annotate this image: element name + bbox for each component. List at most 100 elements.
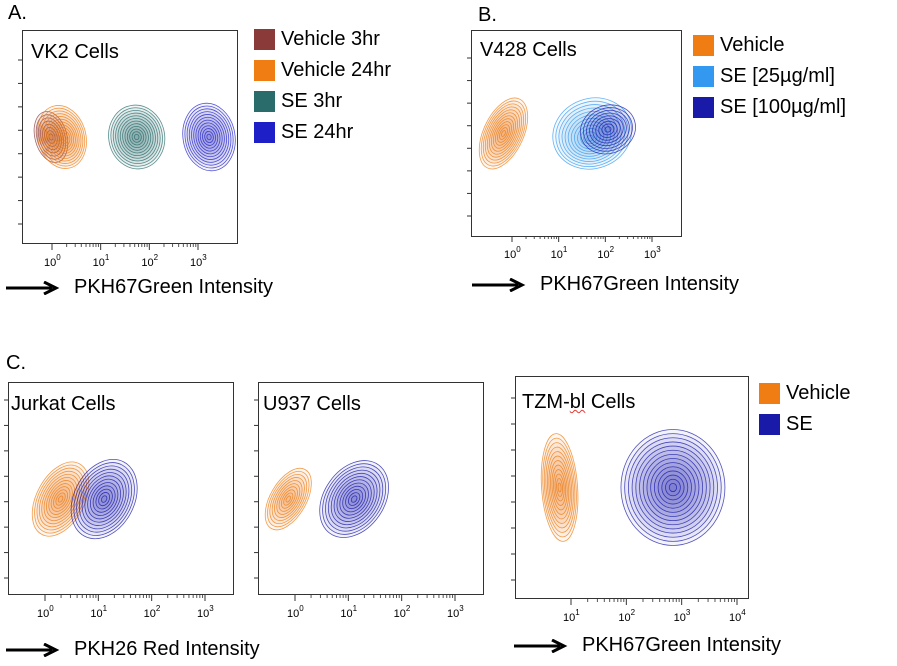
legend-label: Vehicle (720, 34, 785, 56)
panel-b-contours (478, 97, 636, 170)
contour-ring (264, 467, 312, 531)
contour-ring (36, 467, 85, 531)
contour-ring (661, 474, 685, 501)
panel-c-letter: C. (6, 352, 26, 374)
contour-series (108, 104, 166, 170)
contour-ring (199, 125, 219, 149)
contour-ring (112, 110, 161, 164)
contour-ring (52, 124, 74, 152)
legend-item: SE (759, 409, 851, 440)
legend-label: Vehicle (786, 382, 851, 404)
contour-ring (55, 492, 66, 506)
contour-ring (595, 118, 621, 141)
contour-ring (50, 121, 76, 154)
contour-ring (95, 488, 113, 510)
contour-ring (285, 495, 291, 503)
legend-label: SE (786, 413, 813, 435)
legend-label: SE [100µg/ml] (720, 96, 847, 118)
contour-ring (327, 469, 381, 529)
panel-c-xlabel-red: PKH26 Red Intensity (6, 638, 260, 661)
contour-ring (554, 473, 565, 502)
contour-ring (70, 458, 138, 540)
legend-swatch (254, 29, 275, 50)
contour-ring (567, 114, 615, 157)
contour-ring (122, 120, 152, 154)
contour-ring (546, 451, 573, 524)
contour-ring (119, 117, 154, 157)
legend-swatch (693, 35, 714, 56)
legend-swatch (254, 60, 275, 81)
x-tick-label: 101 (563, 608, 580, 624)
x-tick-label: 101 (93, 253, 110, 269)
contour-ring (50, 486, 71, 512)
contour-series (579, 104, 636, 155)
contour-series (319, 460, 389, 538)
contour-ring (269, 474, 308, 525)
panel-c-u937-contours (264, 460, 389, 538)
x-tick-label: 101 (340, 604, 357, 620)
panel-c-xlabel-green-text: PKH67Green Intensity (582, 634, 781, 656)
contour-ring (78, 468, 130, 530)
legend-item: Vehicle (759, 378, 851, 409)
contour-series (478, 97, 529, 170)
contour-ring (108, 104, 166, 170)
panel-b-xlabel-text: PKH67Green Intensity (540, 273, 739, 295)
tzm-cell-title: TZM-bl Cells (522, 391, 635, 414)
panel-b-legend: Vehicle SE [25µg/ml] SE [100µg/ml] (693, 30, 846, 123)
legend-label: SE [25µg/ml] (720, 65, 835, 87)
contour-ring (278, 486, 298, 512)
x-tick-label: 103 (190, 253, 207, 269)
contour-ring (668, 482, 678, 493)
contour-ring (480, 100, 527, 167)
contour-ring (494, 121, 512, 146)
contour-ring (41, 473, 80, 525)
contour-ring (276, 483, 301, 515)
x-tick-label: 102 (394, 604, 411, 620)
contour-ring (45, 116, 80, 159)
legend-swatch (254, 91, 275, 112)
contour-ring (650, 462, 696, 513)
panel-c-u937-plot: U937 Cells (258, 382, 484, 595)
legend-swatch (693, 97, 714, 118)
contour-ring (129, 128, 145, 146)
contour-ring (631, 441, 715, 534)
contour-ring (653, 466, 692, 509)
contour-ring (642, 453, 704, 522)
x-tick-label: 103 (644, 245, 661, 261)
contour-ring (624, 433, 722, 542)
x-tick-label: 103 (447, 604, 464, 620)
x-tick-label: 104 (729, 608, 746, 624)
panel-c-jurkat-plot: Jurkat Cells (8, 382, 234, 595)
x-tick-label: 102 (618, 608, 635, 624)
x-tick-label: 100 (287, 604, 304, 620)
contour-ring (497, 124, 510, 143)
right-arrow-icon (6, 280, 60, 295)
panel-c-xlabel-red-text: PKH26 Red Intensity (74, 638, 260, 660)
legend-label: SE 3hr (281, 90, 343, 112)
x-tick-label: 103 (197, 604, 214, 620)
contour-ring (89, 482, 119, 516)
contour-ring (202, 128, 216, 146)
legend-item: Vehicle 24hr (254, 55, 391, 86)
contour-ring (48, 118, 78, 157)
legend-label: SE 24hr (281, 121, 354, 143)
contour-ring (540, 433, 579, 542)
contour-ring (43, 113, 82, 162)
contour-ring (182, 102, 236, 172)
panel-a-plot: VK2 Cells (22, 30, 238, 244)
contour-ring (57, 495, 64, 503)
contour-ring (34, 464, 87, 534)
legend-item: SE 3hr (254, 86, 391, 117)
panel-b-cell-title: V428 Cells (480, 39, 577, 61)
contour-ring (39, 107, 86, 167)
contour-ring (61, 135, 67, 142)
contour-ring (319, 460, 389, 538)
contour-ring (478, 97, 529, 170)
contour-series (31, 461, 90, 537)
contour-ring (124, 123, 149, 151)
contour-ring (193, 116, 225, 158)
contour-ring (117, 115, 156, 159)
contour-ring (501, 130, 506, 137)
right-arrow-icon (514, 638, 568, 653)
contour-ring (325, 466, 384, 532)
